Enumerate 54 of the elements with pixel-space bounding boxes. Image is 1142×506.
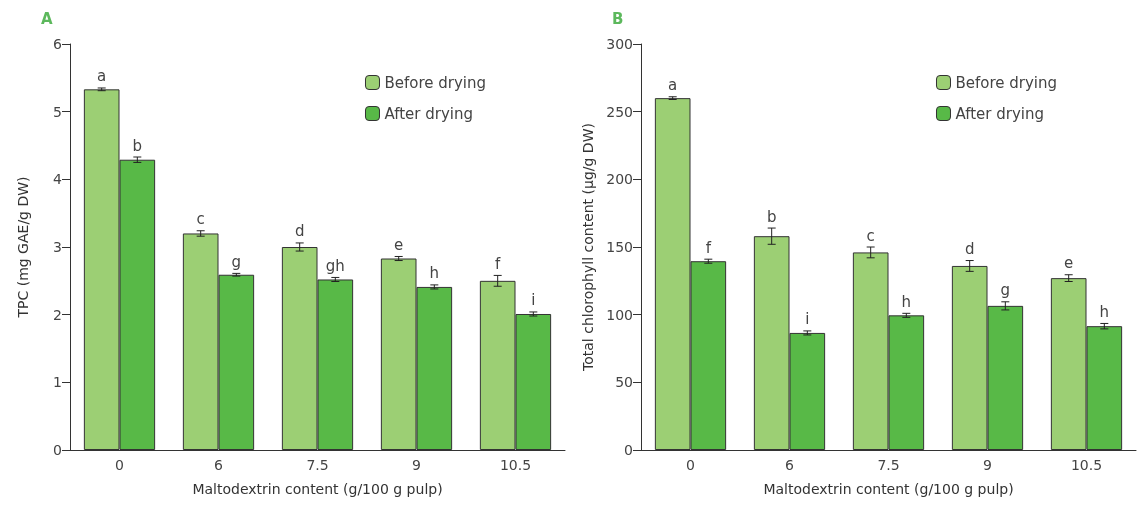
y-tick-label: 4 — [53, 171, 63, 188]
data-label: f — [705, 238, 712, 257]
data-label: c — [866, 226, 875, 245]
y-tick-label: 250 — [606, 103, 633, 120]
data-label: c — [196, 210, 205, 229]
y-axis-title: TPC (mg GAE/g DW) — [15, 176, 31, 319]
y-tick-label: 300 — [606, 36, 633, 52]
legend-label: After drying — [384, 104, 474, 123]
data-label: e — [394, 235, 404, 254]
x-tick-label: 0 — [115, 457, 124, 473]
legend-label: Before drying — [384, 73, 487, 92]
y-tick-label: 2 — [53, 306, 62, 323]
y-tick-label: 150 — [606, 239, 633, 255]
data-label: h — [1099, 302, 1110, 321]
x-tick-label: 10.5 — [1070, 457, 1103, 473]
x-tick-label: 9 — [983, 457, 992, 473]
y-tick-label: 100 — [606, 306, 633, 323]
data-label: i — [805, 310, 810, 329]
y-tick-label: 1 — [53, 374, 62, 391]
data-label: d — [964, 240, 975, 259]
data-label: a — [97, 67, 107, 86]
x-tick-label: 9 — [412, 457, 421, 473]
x-axis-title: Maltodextrin content (g/100 g pulp) — [763, 481, 1014, 497]
x-tick-label: 6 — [785, 457, 795, 473]
data-label: b — [766, 207, 777, 226]
chart-title: B — [612, 9, 624, 28]
data-label: h — [429, 264, 440, 283]
data-label: d — [294, 222, 305, 241]
data-label: e — [1064, 254, 1074, 273]
data-label: gh — [325, 256, 345, 275]
data-label: f — [495, 254, 502, 273]
data-label: h — [901, 292, 912, 311]
y-tick-label: 5 — [53, 103, 62, 120]
legend-label: After drying — [955, 104, 1045, 123]
y-tick-label: 0 — [624, 442, 633, 458]
x-tick-label: 6 — [214, 457, 224, 473]
y-tick-label: 6 — [53, 36, 63, 52]
data-label: g — [231, 252, 242, 271]
x-tick-label: 7.5 — [877, 457, 900, 473]
y-tick-label: 50 — [615, 374, 633, 391]
y-axis-title: Total chlorophyll content (μg/g DW) — [580, 123, 597, 372]
data-label: i — [531, 291, 536, 310]
data-label: b — [132, 136, 143, 155]
chart-title: A — [41, 9, 53, 28]
y-tick-label: 200 — [606, 171, 633, 188]
y-tick-label: 0 — [53, 442, 62, 458]
x-tick-label: 0 — [686, 457, 695, 473]
data-label: g — [1000, 281, 1011, 300]
data-label: a — [668, 76, 678, 95]
y-tick-label: 3 — [53, 239, 62, 255]
legend-label: Before drying — [955, 73, 1058, 92]
x-tick-label: 10.5 — [499, 457, 532, 473]
x-axis-title: Maltodextrin content (g/100 g pulp) — [192, 481, 443, 497]
x-tick-label: 7.5 — [306, 457, 329, 473]
